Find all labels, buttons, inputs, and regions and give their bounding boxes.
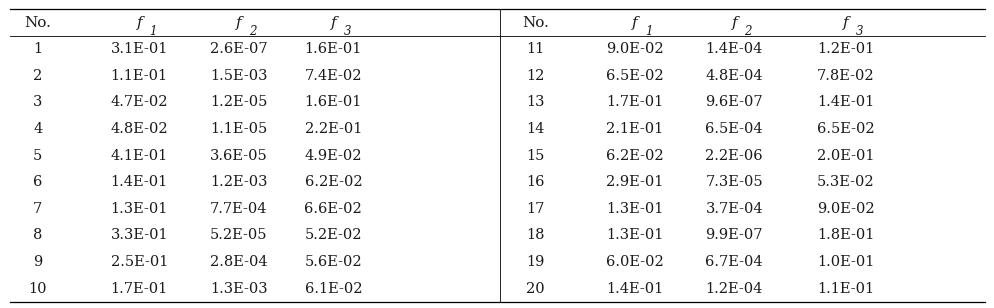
Text: 7.3E-05: 7.3E-05 [705,175,762,189]
Text: 4.7E-02: 4.7E-02 [110,95,168,109]
Text: f: f [842,15,848,30]
Text: 1.5E-03: 1.5E-03 [210,69,267,83]
Text: 6.5E-02: 6.5E-02 [605,69,663,83]
Text: 1.4E-01: 1.4E-01 [110,175,168,189]
Text: 7: 7 [33,202,43,216]
Text: 1.3E-01: 1.3E-01 [110,202,168,216]
Text: 1.6E-01: 1.6E-01 [304,42,362,56]
Text: 18: 18 [526,228,544,242]
Text: 1: 1 [33,42,43,56]
Text: No.: No. [521,15,549,30]
Text: 6.1E-02: 6.1E-02 [304,282,362,296]
Text: 3: 3 [33,95,43,109]
Text: 12: 12 [526,69,544,83]
Text: 1.7E-01: 1.7E-01 [605,95,663,109]
Text: 6.5E-02: 6.5E-02 [816,122,874,136]
Text: 1.4E-01: 1.4E-01 [816,95,874,109]
Text: 1.4E-01: 1.4E-01 [605,282,663,296]
Text: 1.3E-01: 1.3E-01 [605,228,663,242]
Text: 3.7E-04: 3.7E-04 [705,202,762,216]
Text: 5.2E-05: 5.2E-05 [210,228,267,242]
Text: 9.0E-02: 9.0E-02 [816,202,874,216]
Text: 7.8E-02: 7.8E-02 [816,69,874,83]
Text: 5.6E-02: 5.6E-02 [304,255,362,269]
Text: 5.2E-02: 5.2E-02 [304,228,362,242]
Text: 5: 5 [33,148,43,163]
Text: 1.7E-01: 1.7E-01 [110,282,168,296]
Text: 7.4E-02: 7.4E-02 [304,69,362,83]
Text: f: f [731,15,737,30]
Text: 4.9E-02: 4.9E-02 [304,148,362,163]
Text: 3: 3 [343,25,351,38]
Text: 6: 6 [33,175,43,189]
Text: 1.1E-01: 1.1E-01 [110,69,168,83]
Text: 3.1E-01: 3.1E-01 [110,42,168,56]
Text: 1.4E-04: 1.4E-04 [705,42,762,56]
Text: 2.1E-01: 2.1E-01 [605,122,663,136]
Text: 1.1E-01: 1.1E-01 [816,282,874,296]
Text: 10: 10 [29,282,47,296]
Text: 1: 1 [149,25,157,38]
Text: 1.3E-01: 1.3E-01 [605,202,663,216]
Text: 1.0E-01: 1.0E-01 [816,255,874,269]
Text: 3.3E-01: 3.3E-01 [110,228,168,242]
Text: 1.2E-05: 1.2E-05 [210,95,267,109]
Text: 1.2E-04: 1.2E-04 [705,282,762,296]
Text: 6.0E-02: 6.0E-02 [605,255,663,269]
Text: 8: 8 [33,228,43,242]
Text: 13: 13 [526,95,544,109]
Text: 2: 2 [33,69,43,83]
Text: 2: 2 [744,25,751,38]
Text: 4.8E-04: 4.8E-04 [705,69,762,83]
Text: 16: 16 [526,175,544,189]
Text: 1.1E-05: 1.1E-05 [210,122,267,136]
Text: 5.3E-02: 5.3E-02 [816,175,874,189]
Text: 1.8E-01: 1.8E-01 [816,228,874,242]
Text: 9.0E-02: 9.0E-02 [605,42,663,56]
Text: 2.8E-04: 2.8E-04 [210,255,267,269]
Text: 4.8E-02: 4.8E-02 [110,122,168,136]
Text: 1.6E-01: 1.6E-01 [304,95,362,109]
Text: 9.9E-07: 9.9E-07 [705,228,762,242]
Text: 1.2E-01: 1.2E-01 [816,42,874,56]
Text: 15: 15 [526,148,544,163]
Text: 2.9E-01: 2.9E-01 [605,175,663,189]
Text: No.: No. [24,15,52,30]
Text: 2.5E-01: 2.5E-01 [110,255,168,269]
Text: 3: 3 [855,25,863,38]
Text: 6.2E-02: 6.2E-02 [304,175,362,189]
Text: 7.7E-04: 7.7E-04 [210,202,267,216]
Text: 6.7E-04: 6.7E-04 [705,255,762,269]
Text: 1.2E-03: 1.2E-03 [210,175,267,189]
Text: 6.5E-04: 6.5E-04 [705,122,762,136]
Text: 6.6E-02: 6.6E-02 [304,202,362,216]
Text: 4: 4 [33,122,43,136]
Text: 2.6E-07: 2.6E-07 [210,42,267,56]
Text: 14: 14 [526,122,544,136]
Text: 1.3E-03: 1.3E-03 [210,282,267,296]
Text: f: f [136,15,142,30]
Text: 1: 1 [644,25,652,38]
Text: f: f [631,15,637,30]
Text: 4.1E-01: 4.1E-01 [110,148,168,163]
Text: 19: 19 [526,255,544,269]
Text: 2.2E-01: 2.2E-01 [304,122,362,136]
Text: 17: 17 [526,202,544,216]
Text: 6.2E-02: 6.2E-02 [605,148,663,163]
Text: 2: 2 [248,25,256,38]
Text: f: f [236,15,242,30]
Text: 2.0E-01: 2.0E-01 [816,148,874,163]
Text: 20: 20 [526,282,544,296]
Text: 9.6E-07: 9.6E-07 [705,95,762,109]
Text: 11: 11 [526,42,544,56]
Text: f: f [330,15,336,30]
Text: 3.6E-05: 3.6E-05 [210,148,267,163]
Text: 2.2E-06: 2.2E-06 [705,148,762,163]
Text: 9: 9 [33,255,43,269]
